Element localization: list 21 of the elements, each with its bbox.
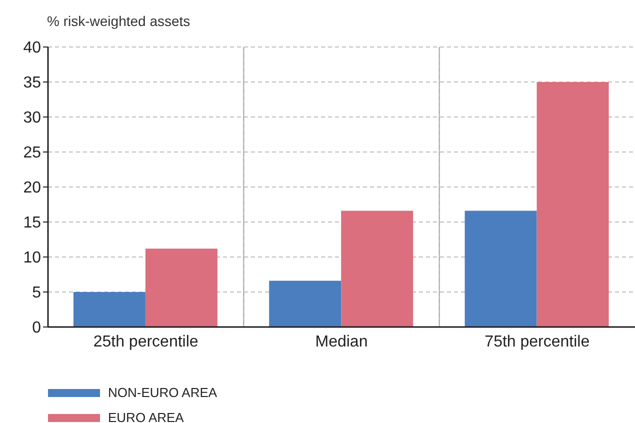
y-tick-label: 10: [23, 250, 42, 267]
bar: [269, 280, 342, 327]
y-tick-label: 40: [23, 40, 42, 57]
x-tick-label: 25th percentile: [93, 333, 198, 350]
bar: [73, 292, 146, 327]
y-tick-label: 25: [23, 144, 42, 162]
y-axis-title: % risk-weighted assets: [47, 13, 190, 29]
legend-label: EURO AREA: [108, 410, 184, 423]
bar: [145, 248, 218, 327]
y-tick-label: 30: [23, 110, 42, 127]
y-tick-label: 0: [32, 320, 42, 337]
x-tick-label: 75th percentile: [484, 333, 590, 350]
y-tick-label: 15: [23, 214, 42, 232]
bar: [341, 210, 414, 327]
bar: [464, 210, 537, 327]
y-tick-label: 5: [32, 284, 42, 302]
bar: [536, 82, 609, 327]
x-tick-label: Median: [315, 333, 368, 350]
legend-label: NON-EURO AREA: [108, 385, 218, 400]
y-tick-label: 35: [23, 74, 42, 92]
y-tick-label: 20: [23, 180, 42, 197]
